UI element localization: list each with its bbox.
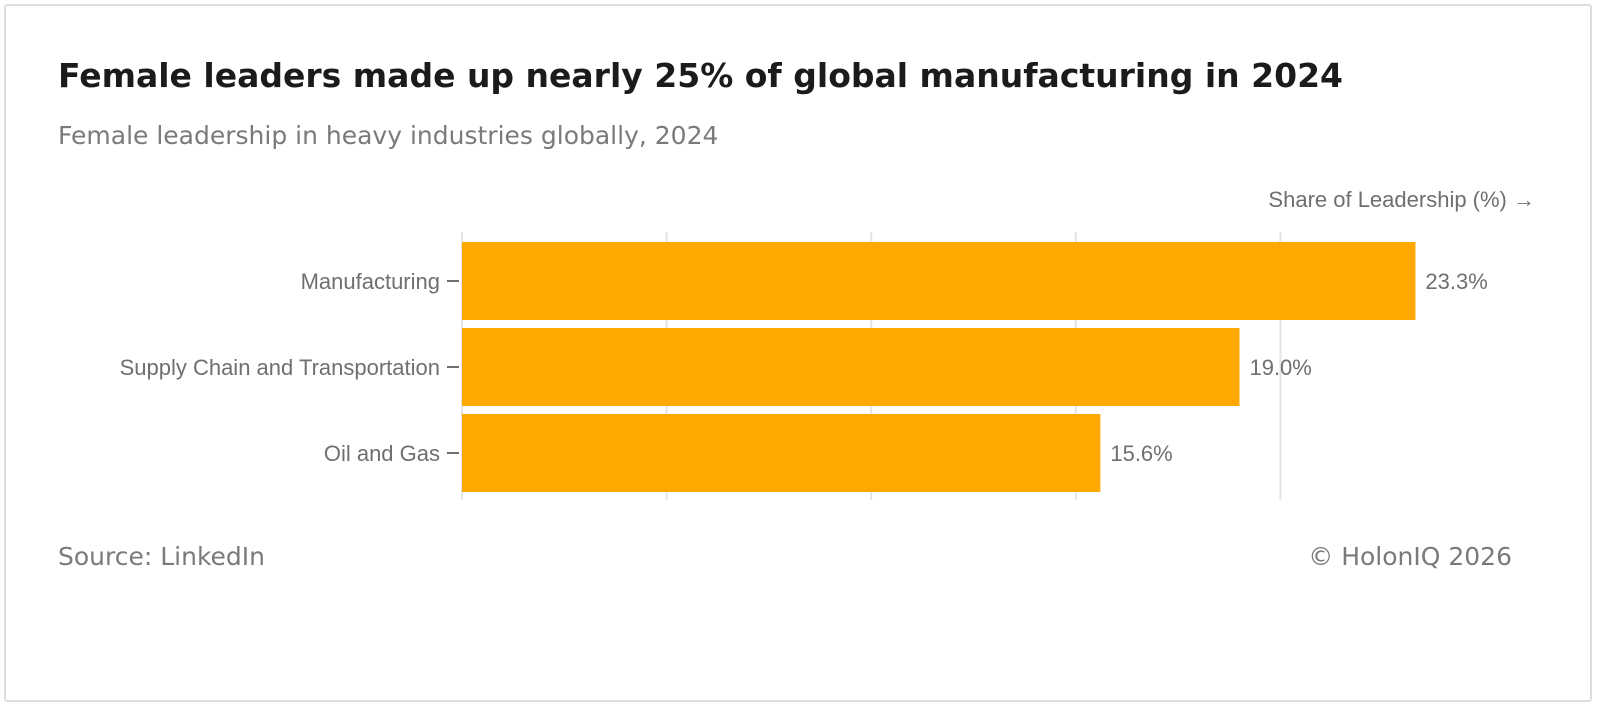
- category-label: Oil and Gas: [324, 441, 440, 466]
- bars: [462, 242, 1416, 492]
- bar-supply-chain-and-transportation: [462, 328, 1240, 406]
- category-label: Supply Chain and Transportation: [120, 355, 440, 380]
- labels: Share of Leadership (%) → Manufacturing 23…: [120, 187, 1535, 466]
- chart-title: Female leaders made up nearly 25% of glo…: [58, 56, 1343, 95]
- x-axis-title: Share of Leadership (%) →: [1268, 187, 1535, 212]
- bar-manufacturing: [462, 242, 1416, 320]
- value-label: 19.0%: [1249, 355, 1311, 380]
- bar-oil-and-gas: [462, 414, 1101, 492]
- source-note: Source: LinkedIn: [58, 542, 266, 571]
- value-label: 15.6%: [1110, 441, 1172, 466]
- chart-subtitle: Female leadership in heavy industries gl…: [58, 121, 719, 150]
- category-label: Manufacturing: [301, 269, 440, 294]
- value-label: 23.3%: [1425, 269, 1487, 294]
- copyright-note: © HolonIQ 2026: [1308, 542, 1512, 571]
